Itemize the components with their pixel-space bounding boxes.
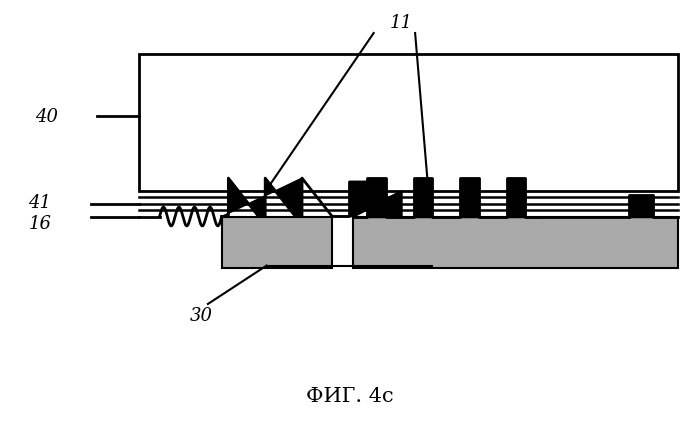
Bar bbox=[353, 217, 677, 268]
Polygon shape bbox=[353, 179, 540, 217]
Polygon shape bbox=[629, 196, 677, 217]
Bar bbox=[222, 217, 332, 268]
Text: 41: 41 bbox=[29, 193, 51, 211]
Text: 40: 40 bbox=[35, 108, 58, 126]
Text: 16: 16 bbox=[29, 214, 51, 232]
Text: ФИГ. 4c: ФИГ. 4c bbox=[305, 386, 394, 405]
Polygon shape bbox=[222, 179, 302, 217]
Bar bbox=[139, 55, 677, 191]
Text: 11: 11 bbox=[390, 14, 413, 32]
Text: 30: 30 bbox=[189, 306, 212, 324]
Polygon shape bbox=[332, 183, 401, 217]
